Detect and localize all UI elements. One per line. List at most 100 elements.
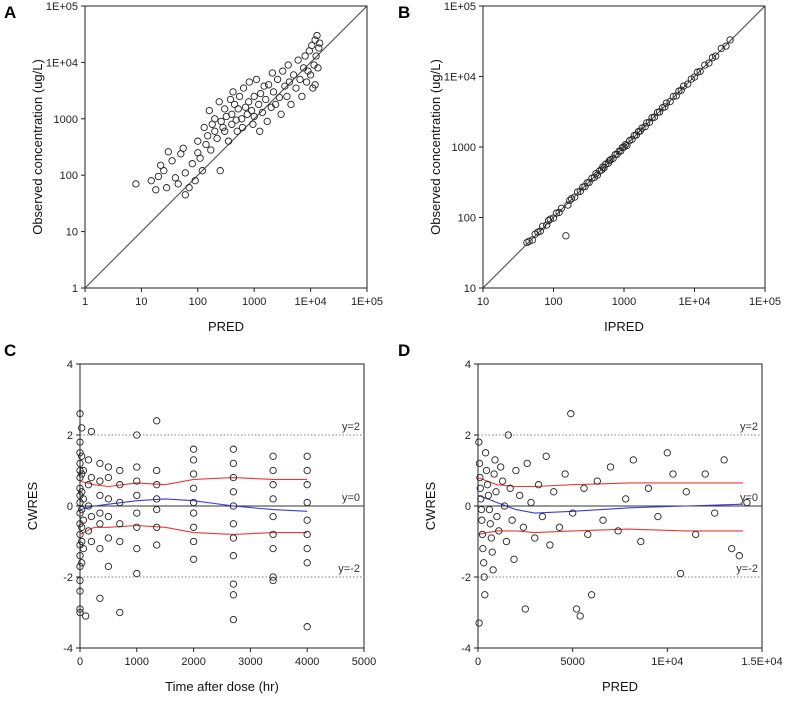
- data-point: [476, 473, 484, 482]
- data-point: [480, 559, 488, 567]
- y-tick-label: 10: [464, 283, 476, 295]
- data-point: [285, 78, 294, 86]
- y-tick-label: -2: [63, 572, 73, 584]
- data-point: [191, 177, 199, 185]
- y-tick-label: 2: [67, 430, 73, 442]
- data-point: [273, 75, 282, 84]
- x-tick-label: 3000: [238, 656, 262, 668]
- data-point: [153, 481, 161, 489]
- data-point: [229, 88, 237, 96]
- y-tick-label: 1000: [452, 142, 476, 154]
- data-point: [519, 523, 528, 531]
- data-point: [249, 120, 257, 128]
- x-tick-label: 0: [77, 656, 83, 668]
- data-point: [534, 481, 543, 489]
- data-point: [96, 520, 104, 528]
- data-point: [599, 516, 607, 524]
- data-point: [76, 473, 84, 482]
- data-point: [271, 100, 280, 109]
- data-point: [712, 52, 720, 60]
- data-point: [76, 576, 84, 585]
- data-point: [76, 562, 84, 571]
- data-point: [229, 552, 238, 560]
- data-point: [200, 123, 208, 132]
- data-point: [256, 127, 264, 135]
- data-point: [508, 516, 516, 524]
- data-point: [493, 512, 501, 521]
- data-point: [211, 127, 219, 135]
- data-point: [181, 191, 189, 199]
- data-point: [162, 184, 171, 192]
- data-point: [229, 459, 238, 468]
- data-point: [84, 527, 93, 535]
- data-point: [221, 127, 229, 135]
- data-point: [644, 484, 653, 492]
- data-point: [546, 541, 554, 549]
- data-point: [255, 100, 263, 109]
- x-tick-label: 5000: [352, 656, 376, 668]
- y-tick-label: 10: [66, 227, 78, 239]
- y-tick-label: 4: [465, 359, 471, 371]
- data-point: [250, 92, 258, 101]
- data-point: [475, 459, 484, 468]
- y-tick-label: 1000: [54, 114, 78, 126]
- data-point: [479, 544, 487, 553]
- data-point: [228, 110, 236, 118]
- data-point: [238, 123, 247, 132]
- data-point: [576, 187, 584, 195]
- data-point: [546, 215, 554, 223]
- data-point: [521, 605, 529, 613]
- data-point: [76, 484, 84, 492]
- data-point: [207, 146, 215, 154]
- x-tick-label: 0: [475, 656, 481, 668]
- data-point: [153, 505, 161, 514]
- y-tick-label: 4: [67, 359, 73, 371]
- data-point: [224, 137, 233, 145]
- data-point: [256, 89, 265, 98]
- data-point: [76, 605, 84, 613]
- data-point: [316, 39, 324, 47]
- data-point: [269, 512, 277, 521]
- y-tick-label: -4: [63, 643, 73, 655]
- x-tick-label: 1: [82, 296, 88, 308]
- data-point: [179, 144, 187, 152]
- x-tick-label: 1.5E+04: [741, 656, 782, 668]
- data-point: [116, 481, 124, 489]
- data-point: [516, 491, 524, 500]
- loess-line: [79, 498, 308, 512]
- data-point: [269, 452, 277, 460]
- data-point: [211, 115, 219, 123]
- data-point: [157, 161, 165, 169]
- data-point: [536, 227, 544, 235]
- data-point: [84, 456, 93, 464]
- data-point: [239, 84, 248, 92]
- x-tick-label: 1000: [125, 656, 149, 668]
- data-point: [204, 132, 212, 140]
- data-point: [153, 523, 161, 531]
- data-point: [311, 81, 319, 89]
- data-point: [609, 154, 617, 163]
- data-point: [104, 562, 113, 571]
- data-point: [669, 92, 677, 101]
- data-point: [621, 140, 630, 149]
- data-point: [573, 188, 582, 196]
- data-point: [189, 456, 198, 464]
- data-point: [663, 449, 671, 457]
- data-point: [132, 180, 140, 188]
- data-point: [587, 591, 596, 599]
- y-tick-label: 0: [465, 501, 471, 513]
- data-point: [230, 100, 239, 109]
- data-point: [202, 140, 210, 149]
- data-point: [303, 466, 311, 475]
- data-point: [194, 137, 202, 145]
- data-point: [275, 93, 284, 102]
- data-point: [216, 167, 224, 175]
- data-point: [538, 512, 547, 521]
- data-point: [219, 123, 227, 132]
- data-point: [76, 410, 84, 418]
- y-tick-label: 2: [465, 430, 471, 442]
- x-axis-label: PRED: [602, 679, 638, 694]
- data-point: [661, 103, 669, 111]
- data-point: [287, 100, 295, 109]
- data-point: [229, 473, 238, 482]
